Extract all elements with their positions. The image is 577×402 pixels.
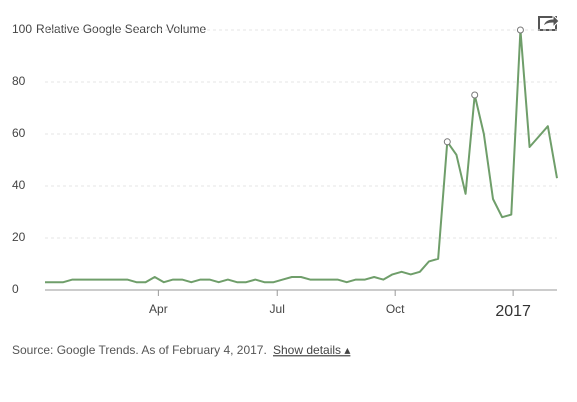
y-axis-title: Relative Google Search Volume xyxy=(36,22,206,36)
y-tick-label: 100 xyxy=(12,22,32,36)
x-tick-label: Jul xyxy=(270,302,285,316)
share-icon[interactable] xyxy=(538,13,560,31)
peak-marker xyxy=(516,26,524,34)
y-tick-label: 40 xyxy=(12,178,26,192)
y-tick-label: 20 xyxy=(12,230,26,244)
x-tick-label: Oct xyxy=(386,302,405,316)
show-details-link[interactable]: Show details ▴ xyxy=(273,343,350,357)
x-tick-label: 2017 xyxy=(495,303,531,320)
y-tick-label: 60 xyxy=(12,126,26,140)
peak-marker xyxy=(471,91,479,99)
y-tick-label: 80 xyxy=(12,74,26,88)
source-note: Source: Google Trends. As of February 4,… xyxy=(12,343,267,357)
x-tick-label: Apr xyxy=(149,302,168,316)
y-tick-label: 0 xyxy=(12,282,19,296)
peak-marker xyxy=(443,138,451,146)
line-series xyxy=(45,29,558,284)
